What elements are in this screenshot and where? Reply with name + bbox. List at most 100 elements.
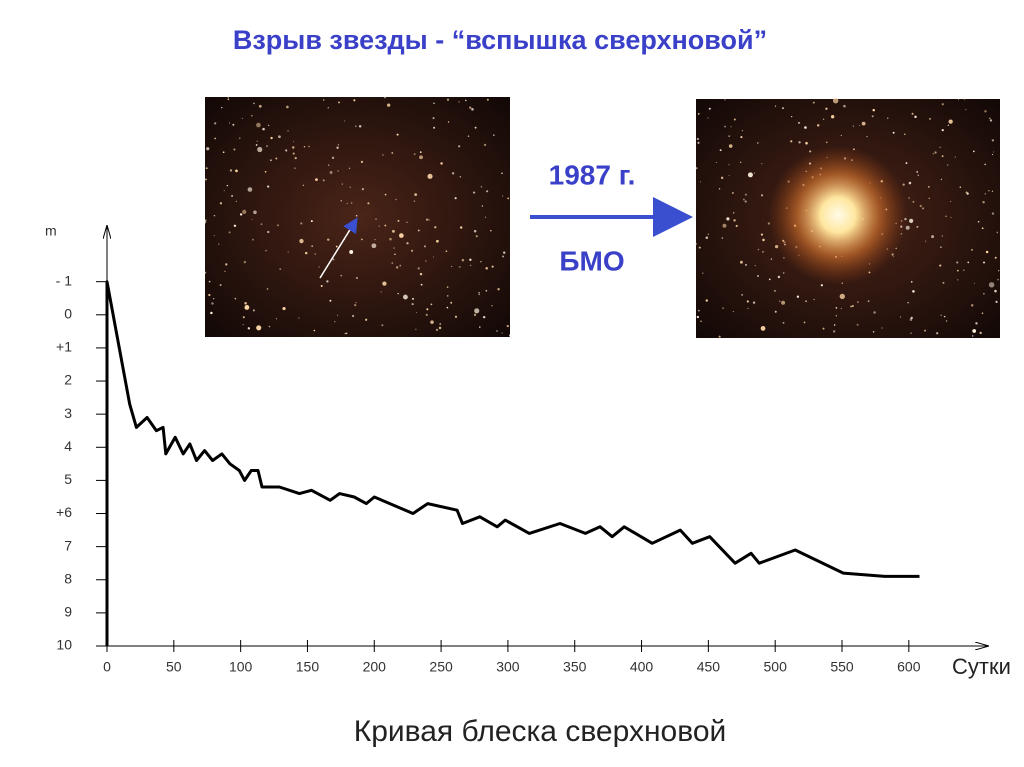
y-tick-label: - 1	[56, 272, 73, 288]
star	[294, 156, 297, 160]
star	[700, 320, 702, 323]
star	[984, 193, 987, 195]
star	[210, 311, 213, 315]
star	[461, 258, 465, 262]
star	[224, 270, 226, 273]
star	[705, 299, 708, 302]
star	[779, 300, 781, 302]
star	[211, 302, 214, 305]
star	[351, 314, 355, 318]
star	[762, 238, 765, 242]
star	[988, 282, 995, 288]
star	[478, 293, 480, 295]
star	[338, 101, 340, 104]
star	[945, 215, 947, 218]
x-tick-label: 450	[697, 659, 721, 675]
star	[469, 264, 472, 267]
y-tick-label: 7	[64, 537, 72, 553]
star	[266, 145, 268, 147]
star	[384, 193, 387, 196]
star	[782, 321, 785, 324]
star	[932, 153, 934, 155]
star	[695, 167, 698, 170]
star	[425, 313, 428, 317]
star	[975, 322, 978, 325]
star	[981, 227, 984, 230]
x-tick-label: 250	[429, 659, 453, 675]
star	[696, 315, 700, 319]
star	[419, 155, 423, 160]
star	[292, 152, 295, 155]
star	[381, 324, 384, 327]
star	[843, 104, 846, 108]
star	[266, 288, 269, 290]
star	[329, 299, 332, 302]
star	[859, 125, 861, 127]
star	[501, 195, 504, 197]
supernova-glow	[768, 145, 908, 285]
star	[485, 289, 488, 292]
star	[497, 288, 500, 291]
star	[255, 144, 258, 146]
star	[728, 135, 731, 138]
star	[804, 126, 807, 129]
star	[235, 169, 238, 173]
star	[832, 97, 839, 104]
star	[940, 178, 943, 181]
star	[446, 306, 449, 309]
star	[358, 125, 362, 128]
star	[698, 246, 701, 249]
star	[430, 303, 433, 306]
star	[480, 185, 483, 188]
star	[917, 174, 919, 176]
star	[446, 286, 449, 288]
star	[231, 194, 234, 197]
x-tick-label: 500	[764, 659, 788, 675]
star	[397, 219, 400, 222]
star	[941, 103, 944, 106]
star	[205, 167, 208, 170]
star	[286, 105, 289, 109]
year: 1987 г.	[549, 159, 636, 190]
star	[850, 305, 852, 308]
star	[391, 262, 394, 265]
star	[337, 144, 340, 146]
star	[914, 115, 917, 119]
star	[256, 140, 258, 142]
star	[318, 266, 320, 268]
star	[943, 315, 946, 318]
star	[417, 229, 420, 232]
star	[219, 202, 223, 205]
star	[355, 302, 357, 304]
star	[322, 179, 325, 182]
star	[226, 184, 229, 187]
star	[892, 131, 895, 134]
star	[994, 256, 997, 259]
star	[985, 250, 989, 254]
star	[242, 324, 244, 326]
x-tick-label: 350	[563, 659, 587, 675]
star	[902, 183, 905, 186]
star	[262, 127, 265, 131]
light-curve	[105, 280, 920, 646]
star	[816, 124, 820, 127]
star	[479, 326, 481, 328]
star	[471, 108, 474, 111]
star	[696, 137, 699, 141]
star	[473, 229, 477, 233]
star	[389, 237, 392, 241]
star	[430, 320, 434, 324]
star	[474, 308, 480, 314]
y-tick-label: +1	[56, 339, 72, 355]
y-tick-label: 5	[64, 471, 72, 487]
star	[406, 242, 409, 245]
star	[425, 218, 429, 221]
star	[959, 186, 962, 188]
star	[322, 99, 325, 101]
x-tick-label: 200	[363, 659, 387, 675]
star	[454, 315, 458, 318]
star	[486, 190, 489, 193]
star	[997, 278, 999, 281]
star	[355, 214, 358, 217]
star	[928, 117, 932, 120]
